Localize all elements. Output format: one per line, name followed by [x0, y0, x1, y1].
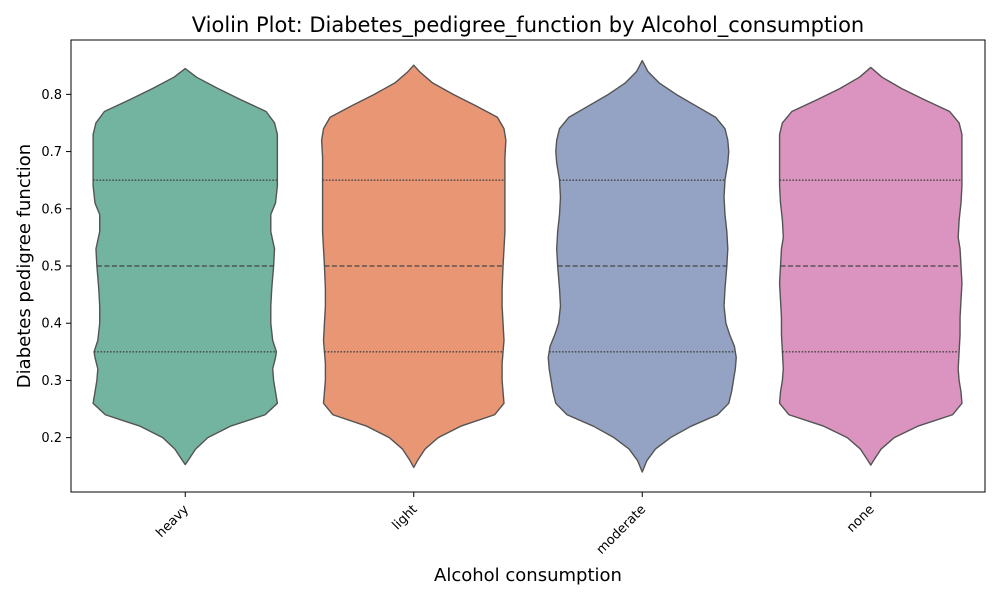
violin-body-light — [320, 64, 507, 469]
chart-title: Violin Plot: Diabetes_pedigree_function … — [192, 13, 865, 38]
y-axis: 0.2 0.3 0.4 0.5 0.6 0.7 0.8 — [41, 88, 71, 446]
y-tick-label: 0.3 — [41, 374, 62, 389]
x-axis-label: Alcohol consumption — [434, 565, 622, 586]
y-tick-label: 0.4 — [41, 317, 62, 332]
x-tick-label-none: none — [844, 502, 878, 536]
x-axis: heavy light moderate none — [153, 492, 878, 558]
x-tick-label-heavy: heavy — [153, 502, 192, 541]
y-tick-label: 0.7 — [41, 145, 62, 160]
violin-none — [778, 66, 963, 466]
x-tick-label-moderate: moderate — [594, 502, 649, 557]
violin-light — [320, 64, 507, 469]
x-tick-label-light: light — [390, 502, 421, 533]
y-tick-label: 0.8 — [41, 88, 62, 103]
y-tick-label: 0.5 — [41, 260, 62, 275]
y-tick-label: 0.2 — [41, 431, 62, 446]
violin-body-heavy — [92, 67, 279, 466]
violin-heavy — [92, 67, 279, 466]
violins-layer — [92, 59, 963, 473]
y-tick-label: 0.6 — [41, 202, 62, 217]
violin-moderate — [547, 59, 737, 473]
y-axis-label: Diabetes pedigree function — [14, 144, 35, 388]
